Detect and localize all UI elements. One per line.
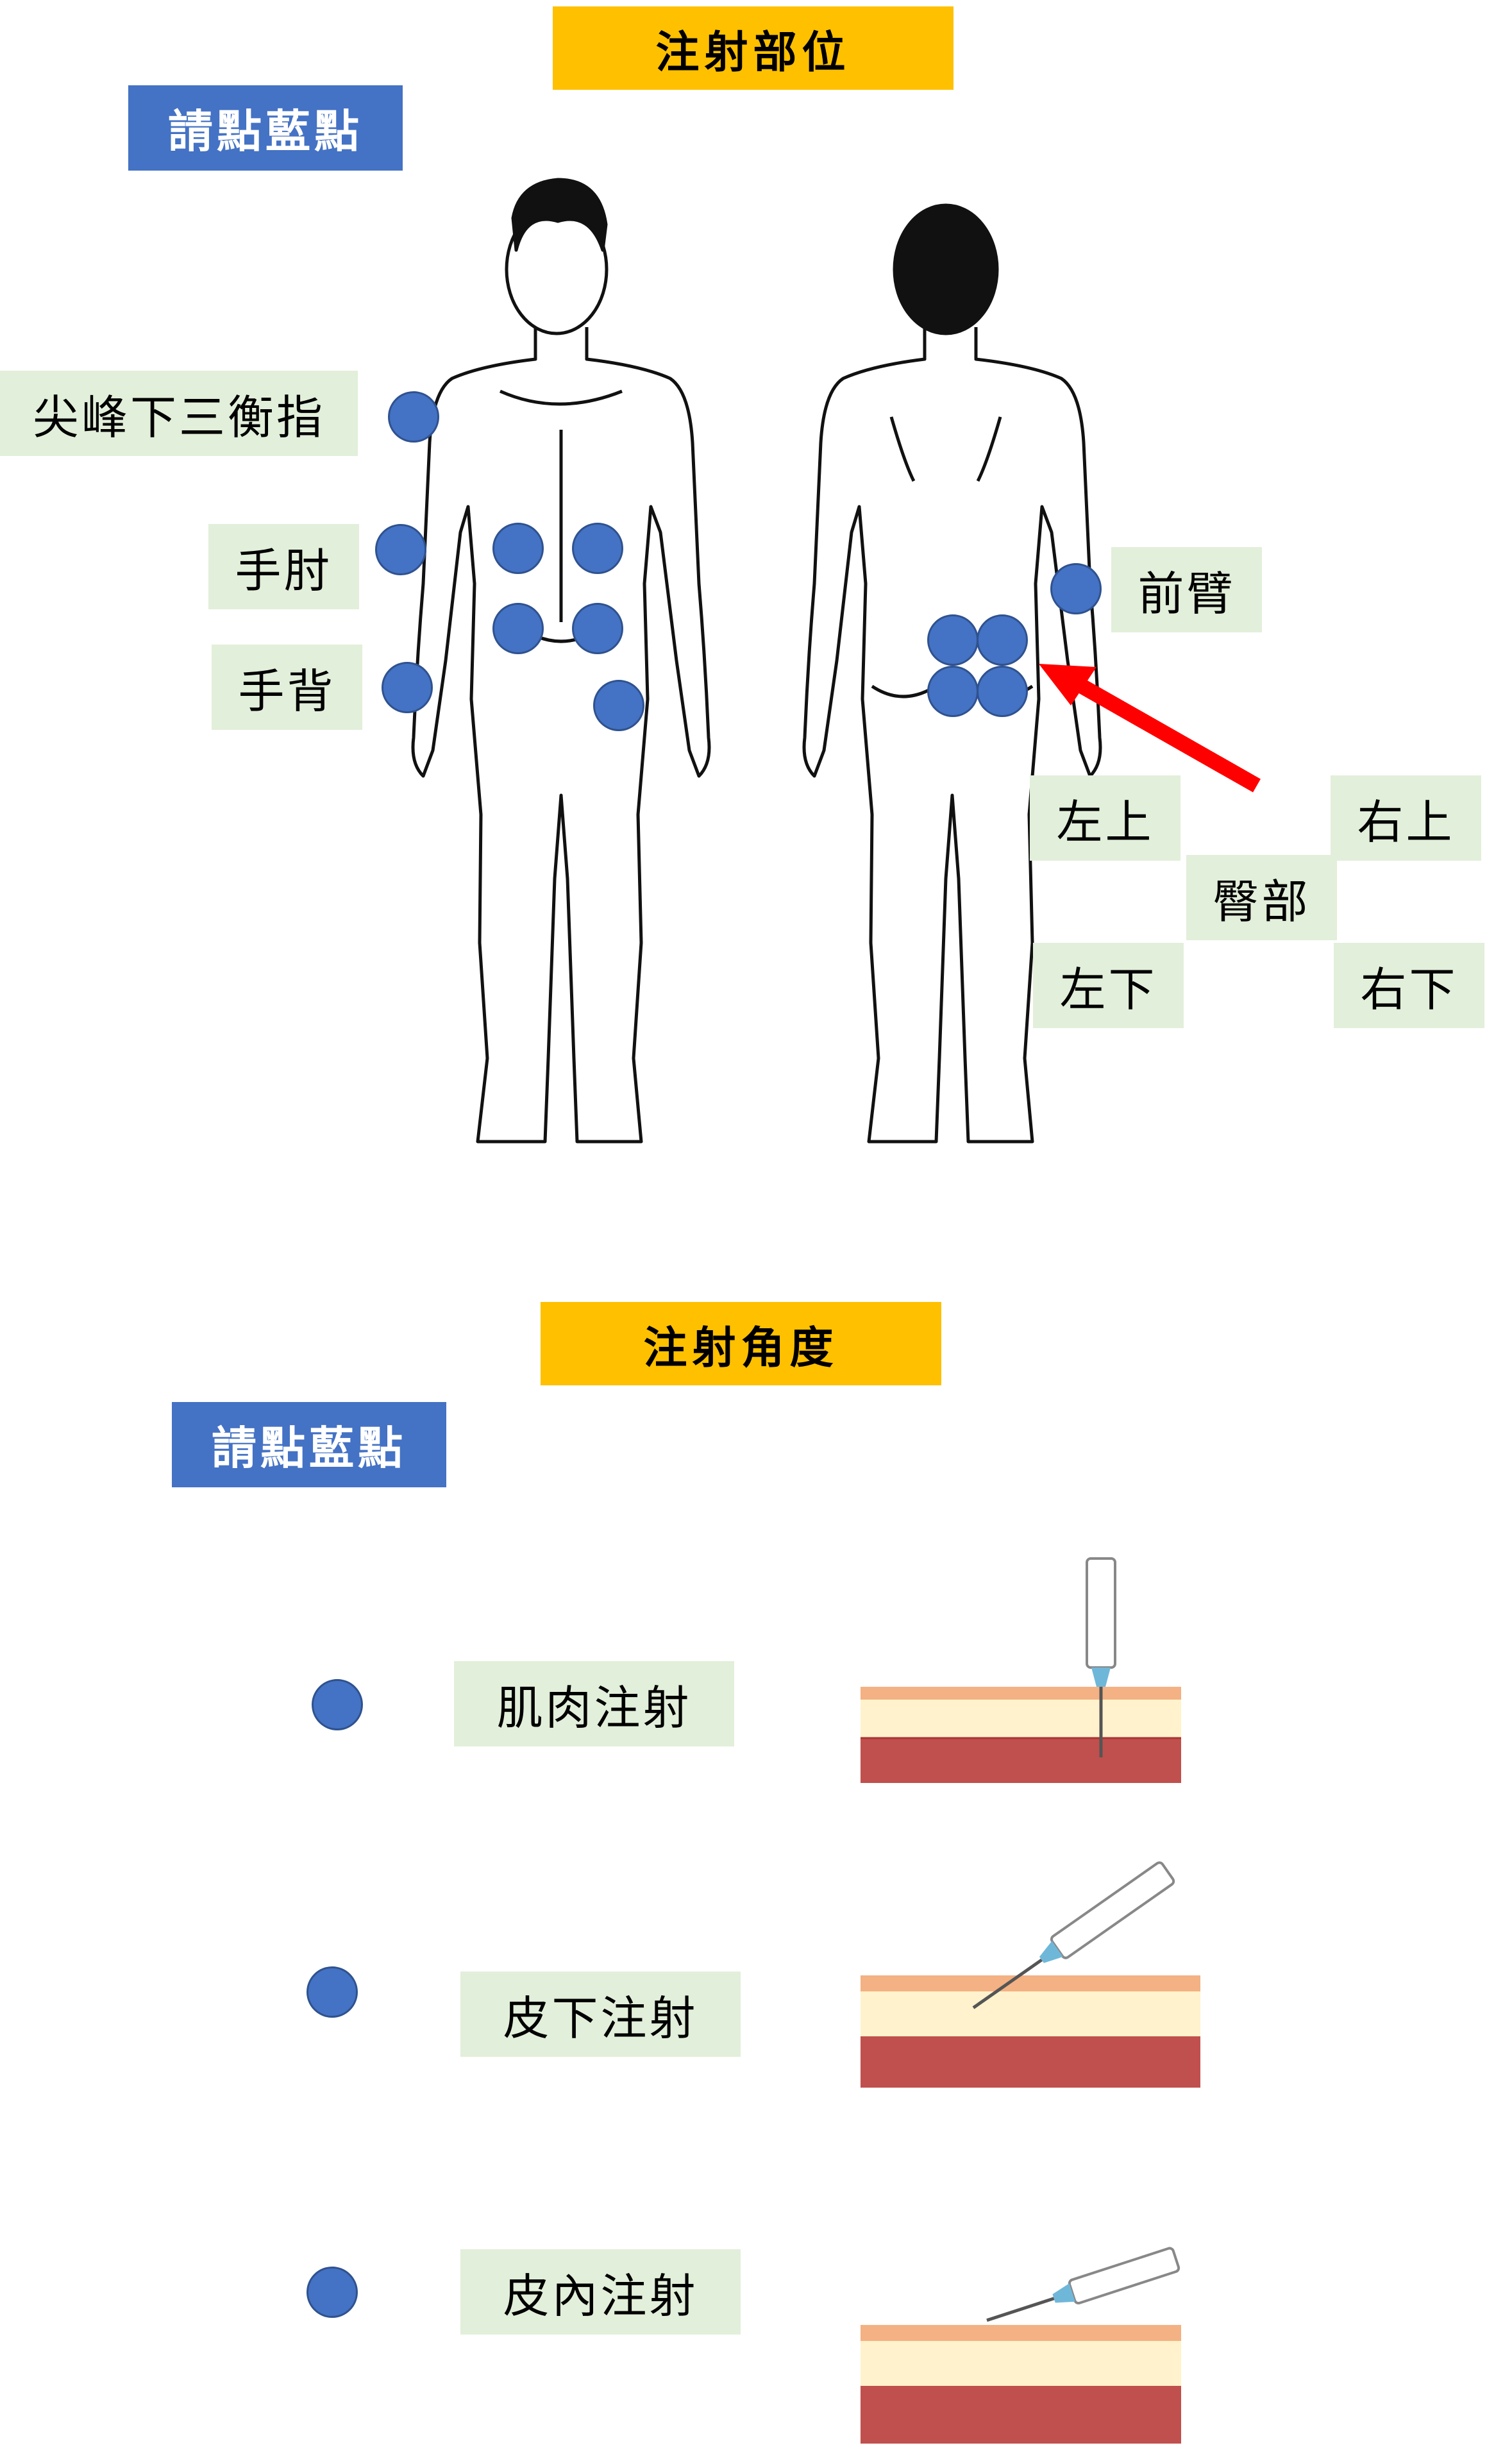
subcutaneous-illustration: [861, 1861, 1200, 2088]
dot-buttock-upper-left[interactable]: [927, 614, 979, 666]
label-lower-right: 右下: [1334, 943, 1484, 1028]
arrow-to-buttock: [1039, 664, 1261, 793]
label-elbow: 手肘: [208, 524, 359, 609]
dot-elbow[interactable]: [375, 524, 426, 575]
label-forearm: 前臂: [1111, 547, 1262, 632]
dot-buttock-lower-left[interactable]: [927, 666, 979, 717]
body-front-figure: [411, 178, 711, 1144]
dot-forearm[interactable]: [1050, 563, 1102, 614]
dot-abdomen-lower-right[interactable]: [492, 603, 544, 654]
click-blue-dot-button-1[interactable]: 請點藍點: [128, 85, 403, 171]
dot-intradermal[interactable]: [307, 2267, 358, 2318]
dot-buttock-upper-right[interactable]: [977, 614, 1028, 666]
dot-abdomen-lower-left[interactable]: [572, 603, 623, 654]
label-upper-right: 右上: [1331, 775, 1481, 861]
dot-thigh[interactable]: [593, 680, 644, 731]
dot-abdomen-upper-left[interactable]: [572, 523, 623, 574]
intramuscular-illustration: [861, 1557, 1181, 1783]
dot-abdomen-upper-right[interactable]: [492, 523, 544, 574]
label-buttock: 臀部: [1186, 855, 1337, 940]
dot-subcutaneous[interactable]: [307, 1966, 358, 2018]
label-deltoid: 尖峰下三衡指: [0, 371, 358, 456]
dot-intramuscular[interactable]: [312, 1679, 363, 1730]
label-subcutaneous: 皮下注射: [460, 1972, 741, 2057]
label-upper-left: 左上: [1030, 775, 1180, 861]
body-back-figure: [802, 203, 1102, 1144]
injection-site-title: 注射部位: [553, 6, 953, 90]
label-lower-left: 左下: [1033, 943, 1184, 1028]
intradermal-illustration: [861, 2247, 1181, 2444]
label-intramuscular: 肌肉注射: [454, 1661, 734, 1746]
injection-angle-title: 注射角度: [541, 1302, 941, 1385]
click-blue-dot-button-2[interactable]: 請點藍點: [172, 1402, 446, 1487]
dot-hand-back[interactable]: [382, 662, 433, 713]
label-hand-back: 手背: [212, 645, 362, 730]
dot-deltoid[interactable]: [388, 391, 439, 443]
label-intradermal: 皮內注射: [460, 2249, 741, 2335]
dot-buttock-lower-right[interactable]: [977, 666, 1028, 717]
